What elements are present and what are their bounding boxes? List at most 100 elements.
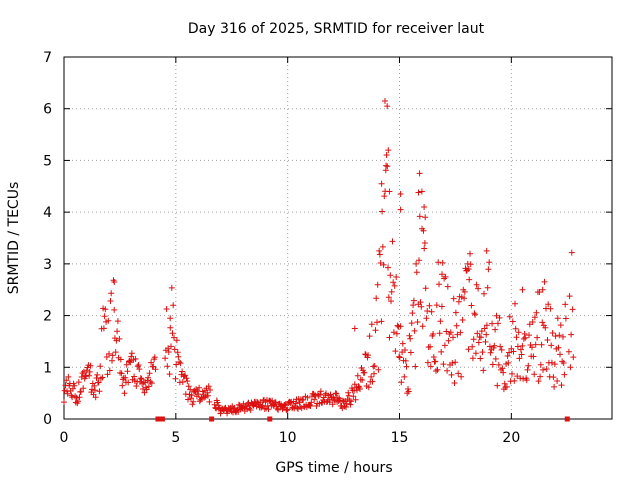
data-point xyxy=(104,371,111,378)
data-point xyxy=(362,351,369,358)
data-point xyxy=(86,372,93,379)
data-point xyxy=(281,402,288,408)
data-point xyxy=(475,285,482,292)
data-point xyxy=(82,373,89,380)
data-point xyxy=(533,309,540,316)
data-point xyxy=(179,379,186,385)
data-point xyxy=(554,378,561,384)
data-point xyxy=(465,266,472,272)
data-point xyxy=(143,386,150,393)
data-point xyxy=(539,319,546,326)
zero-value-marker xyxy=(155,416,161,422)
data-point xyxy=(163,306,170,312)
data-point xyxy=(354,372,361,379)
data-point xyxy=(105,317,112,324)
data-point xyxy=(352,396,359,403)
data-point xyxy=(472,311,479,318)
data-point xyxy=(78,388,84,395)
data-point xyxy=(177,360,184,367)
data-point xyxy=(167,315,174,322)
data-point xyxy=(512,300,518,307)
data-point xyxy=(217,410,224,417)
data-point xyxy=(106,367,113,374)
data-point xyxy=(99,374,106,381)
data-point xyxy=(532,341,539,348)
data-point xyxy=(378,180,385,187)
data-point xyxy=(494,382,501,389)
data-point xyxy=(167,324,174,331)
data-point xyxy=(557,322,564,329)
data-point xyxy=(348,398,355,405)
data-point xyxy=(469,343,476,350)
data-point xyxy=(284,406,291,413)
data-point xyxy=(384,103,391,110)
data-point xyxy=(406,332,413,339)
data-point xyxy=(213,405,220,412)
data-point xyxy=(439,259,446,266)
data-point xyxy=(433,368,439,374)
data-point xyxy=(461,288,468,295)
data-point xyxy=(106,350,112,357)
data-point xyxy=(534,334,541,341)
data-point xyxy=(287,399,294,406)
data-point xyxy=(402,347,408,353)
data-point xyxy=(385,147,392,154)
data-point xyxy=(371,370,377,377)
data-point xyxy=(312,391,318,398)
data-point xyxy=(397,191,404,197)
data-point xyxy=(418,303,425,310)
data-point xyxy=(427,343,434,350)
data-point xyxy=(151,354,158,361)
data-point xyxy=(329,401,336,408)
data-point xyxy=(343,404,349,410)
data-point xyxy=(467,250,473,257)
data-point xyxy=(483,247,490,254)
data-point xyxy=(492,326,499,333)
data-point xyxy=(387,272,394,279)
zero-value-marker xyxy=(209,416,215,422)
data-point xyxy=(380,261,387,268)
x-tick-label: 20 xyxy=(502,430,520,446)
data-point xyxy=(537,361,544,368)
data-point xyxy=(183,375,190,382)
data-point xyxy=(526,332,532,339)
data-point xyxy=(481,325,488,332)
data-point xyxy=(543,366,550,372)
data-point xyxy=(148,380,155,387)
data-point xyxy=(365,352,372,359)
data-point xyxy=(436,281,442,288)
data-point xyxy=(536,289,543,295)
data-point xyxy=(497,343,504,350)
data-point xyxy=(519,286,526,293)
grid-layer xyxy=(64,57,612,419)
data-point xyxy=(383,152,390,158)
data-point xyxy=(128,350,135,357)
data-point xyxy=(118,370,125,377)
data-point xyxy=(343,400,350,407)
data-point xyxy=(496,314,503,321)
data-point xyxy=(385,294,392,301)
data-point xyxy=(317,391,324,398)
data-point xyxy=(449,360,456,366)
data-point xyxy=(188,392,195,399)
data-point xyxy=(539,286,546,293)
data-point xyxy=(562,315,569,322)
data-point xyxy=(308,399,315,406)
y-tick-label: 0 xyxy=(43,412,52,428)
data-point xyxy=(487,349,494,356)
data-point xyxy=(529,319,536,325)
data-point xyxy=(69,385,76,392)
data-point xyxy=(137,375,144,382)
data-point xyxy=(379,243,386,250)
data-point xyxy=(438,303,445,310)
data-point xyxy=(382,98,388,104)
data-point xyxy=(482,338,489,345)
data-point xyxy=(396,354,403,361)
data-point xyxy=(300,396,307,403)
data-point xyxy=(398,379,405,386)
data-point xyxy=(195,391,202,398)
data-point xyxy=(472,350,479,357)
data-point xyxy=(433,302,440,309)
data-point xyxy=(547,305,554,312)
data-point xyxy=(421,245,428,252)
